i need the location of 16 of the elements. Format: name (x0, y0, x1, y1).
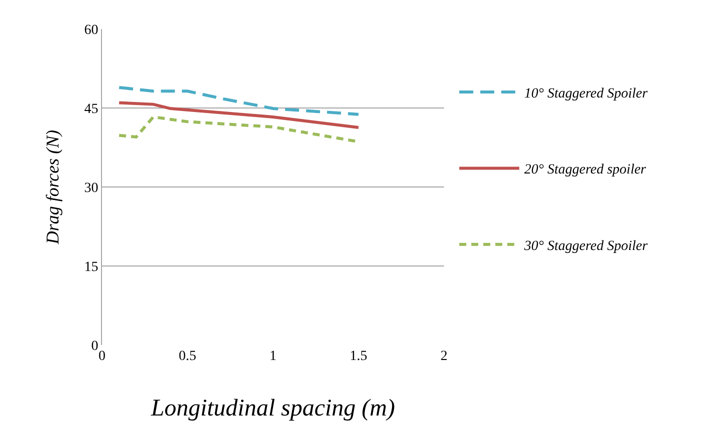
line-series (118, 101, 360, 129)
y-tick-label: 60 (84, 22, 98, 38)
x-tick-label: 1.5 (350, 349, 368, 364)
legend-label: 20° Staggered spoiler (524, 162, 647, 178)
x-axis-title: Longitudinal spacing (m) (150, 395, 396, 422)
x-tick-label: 1 (270, 349, 276, 364)
x-tick-label: 2 (440, 349, 448, 364)
y-tick-label: 0 (91, 338, 98, 354)
legend-label: 10° Staggered Spoiler (524, 86, 648, 102)
y-axis-title: Drag forces (N) (42, 130, 62, 246)
x-tick-label: 0.5 (178, 349, 196, 364)
y-tick-label: 30 (84, 180, 98, 196)
line-series (118, 86, 360, 116)
y-tick-label: 45 (84, 102, 98, 117)
legend-label: 30° Staggered Spoiler (523, 238, 648, 254)
y-tick-label: 15 (84, 260, 98, 275)
